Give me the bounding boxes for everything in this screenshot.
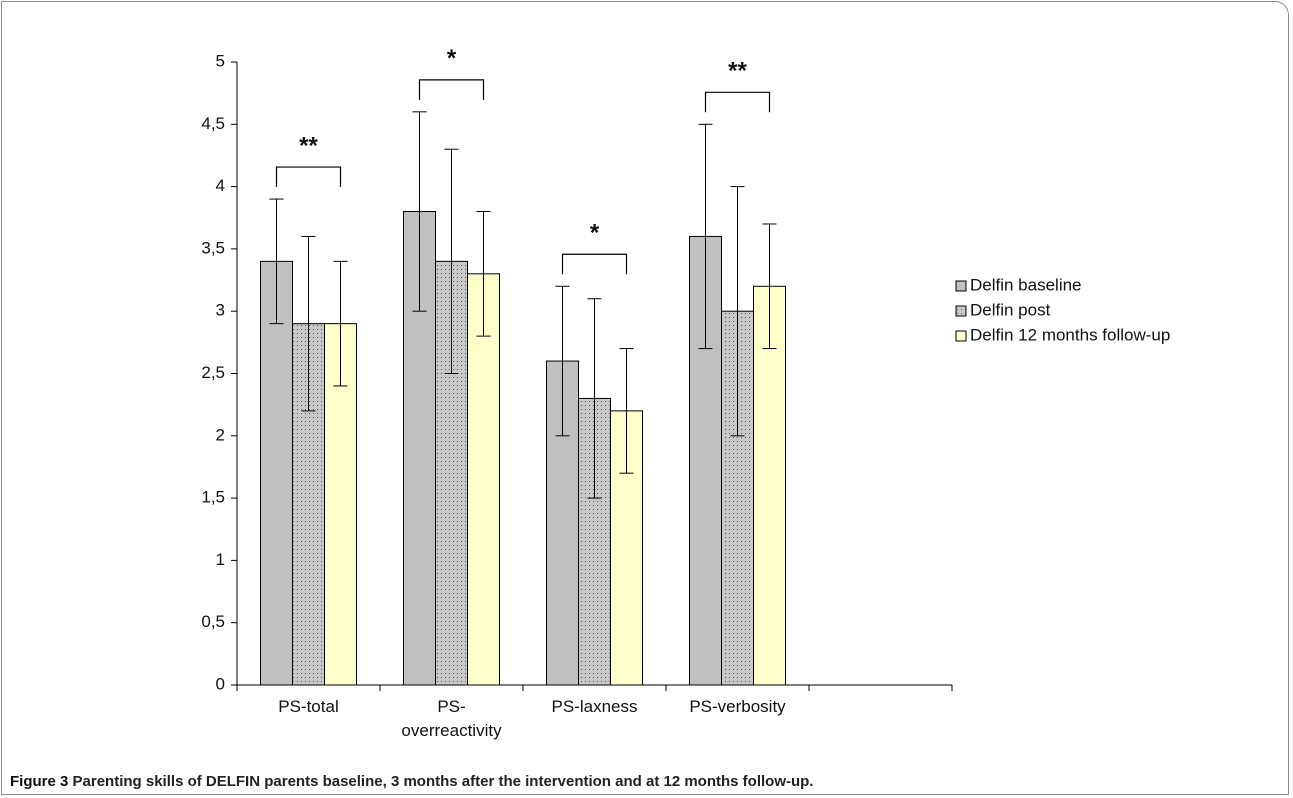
y-tick-label: 4,5 xyxy=(201,114,225,133)
error-bar xyxy=(412,111,427,312)
caption: Figure 3 Parenting skills of DELFIN pare… xyxy=(10,773,813,790)
error-bar xyxy=(762,223,777,350)
y-tick-label: 3 xyxy=(216,301,225,320)
significance-bracket xyxy=(561,253,628,275)
x-tick-label: PS-verbosity xyxy=(689,697,786,716)
x-tick-label: PS-overreactivity xyxy=(401,697,502,740)
legend-swatch xyxy=(955,330,967,342)
bar xyxy=(467,273,500,686)
bar xyxy=(260,260,293,686)
legend-swatch xyxy=(955,305,967,317)
caption-text: Parenting skills of DELFIN parents basel… xyxy=(72,773,814,790)
error-bar xyxy=(301,235,316,412)
error-bar xyxy=(269,198,284,325)
significance-bracket xyxy=(418,79,485,100)
significance-bracket xyxy=(704,91,771,113)
y-tick-label: 2 xyxy=(216,425,225,444)
x-tick-label: PS-laxness xyxy=(551,697,638,716)
error-bar xyxy=(333,260,348,387)
y-tick-label: 5 xyxy=(216,51,225,70)
error-bar xyxy=(555,285,570,437)
legend-label: Delfin baseline xyxy=(970,275,1082,294)
error-bar xyxy=(587,298,602,499)
legend-swatch xyxy=(955,280,967,292)
y-tick-label: 0 xyxy=(216,674,225,693)
error-bar xyxy=(619,348,634,474)
y-tick-label: 1,5 xyxy=(201,488,225,507)
y-tick-label: 0,5 xyxy=(201,612,225,631)
error-bar xyxy=(444,148,459,374)
y-tick-label: 2,5 xyxy=(201,363,225,382)
caption-label: Figure 3 xyxy=(10,773,69,790)
error-bar xyxy=(730,186,745,437)
significance-label: ** xyxy=(299,132,318,159)
legend-label: Delfin 12 months follow-up xyxy=(970,325,1170,344)
significance-label: * xyxy=(447,45,457,72)
y-tick-label: 1 xyxy=(216,550,225,569)
significance-label: ** xyxy=(728,58,747,85)
significance-bracket xyxy=(275,166,342,188)
error-bar xyxy=(476,211,491,337)
error-bar xyxy=(698,123,713,350)
significance-label: * xyxy=(590,220,600,247)
y-tick-label: 4 xyxy=(216,176,225,195)
y-tick-label: 3,5 xyxy=(201,238,225,257)
legend-label: Delfin post xyxy=(970,300,1051,319)
x-tick-label: PS-total xyxy=(278,697,339,716)
